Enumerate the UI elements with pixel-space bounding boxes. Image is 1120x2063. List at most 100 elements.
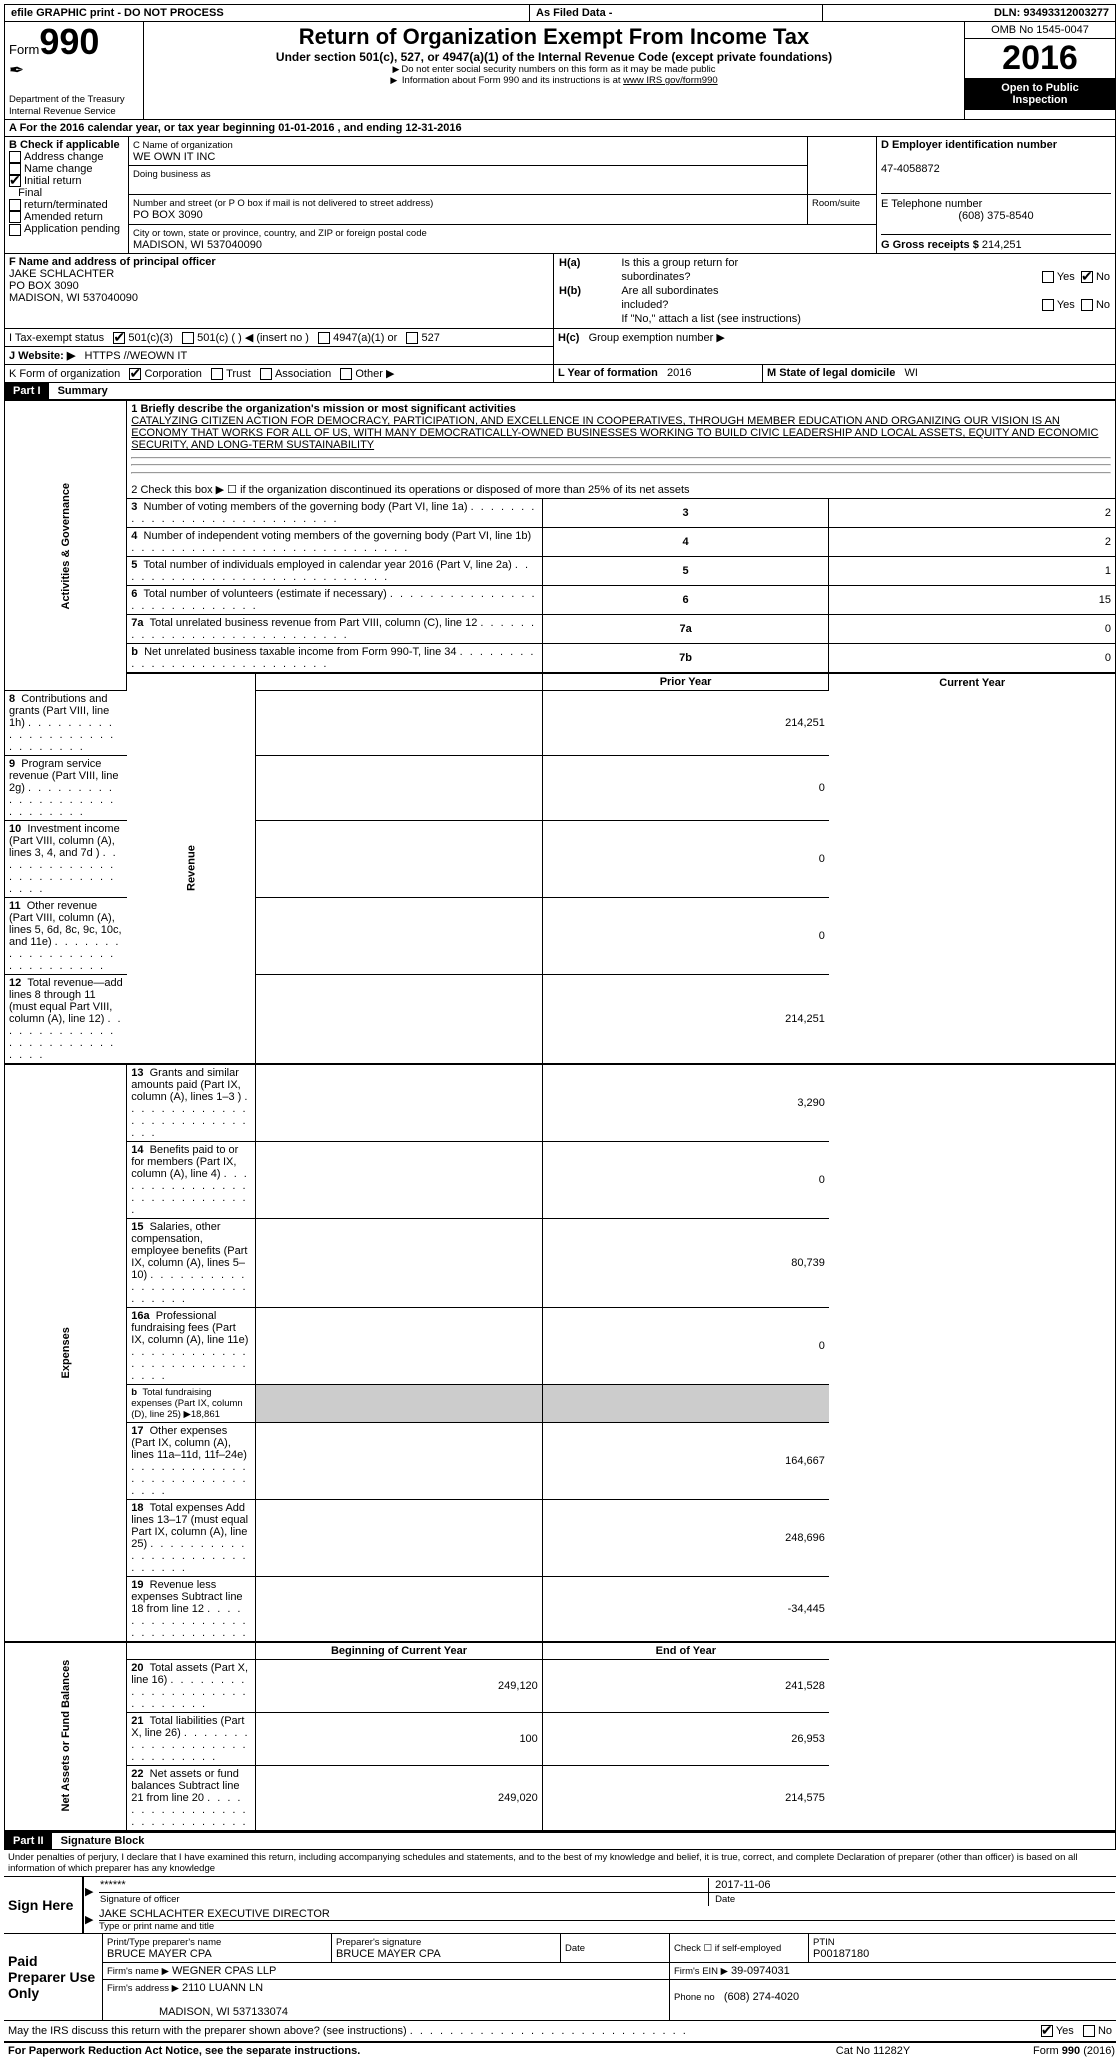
cb-4947[interactable]: 4947(a)(1) or <box>333 332 397 344</box>
hb-no[interactable]: No <box>1096 299 1110 311</box>
year-formation-label: L Year of formation <box>558 367 658 379</box>
status-website-block: I Tax-exempt status 501(c)(3) 501(c) ( )… <box>4 329 1116 365</box>
form-org-label: K Form of organization <box>9 368 120 380</box>
eoy-hdr: End of Year <box>542 1642 829 1660</box>
line1-text: CATALYZING CITIZEN ACTION FOR DEMOCRACY,… <box>131 415 1098 451</box>
domicile-label: M State of legal domicile <box>767 367 895 379</box>
cb-501c3[interactable]: 501(c)(3) <box>128 332 173 344</box>
form-number: 990 <box>39 21 99 62</box>
room-label: Room/suite <box>812 198 860 209</box>
city-value: MADISON, WI 537040090 <box>133 239 262 251</box>
cb-amended[interactable]: Amended return <box>24 211 103 223</box>
check-self-emp[interactable]: Check ☐ if self-employed <box>674 1943 781 1954</box>
part1-title: Summary <box>52 385 108 397</box>
ssn-note: Do not enter social security numbers on … <box>148 64 960 75</box>
phone-value: (608) 375-8540 <box>881 210 1111 222</box>
paid-preparer-block: Paid Preparer Use Only Print/Type prepar… <box>4 1934 1116 2021</box>
prior-year-hdr: Prior Year <box>542 673 829 691</box>
sig-date: 2017-11-06 <box>715 1879 770 1891</box>
website-value: HTTPS //WEOWN IT <box>85 350 188 362</box>
cb-name-change[interactable]: Name change <box>24 163 93 175</box>
ha-yes[interactable]: Yes <box>1057 271 1075 283</box>
discuss-text: May the IRS discuss this return with the… <box>8 2025 407 2037</box>
ptin-label: PTIN <box>813 1937 835 1948</box>
cb-other[interactable]: Other ▶ <box>355 368 394 380</box>
cb-assoc[interactable]: Association <box>275 368 331 380</box>
final-label: Final <box>18 187 42 199</box>
cb-initial-return[interactable]: Initial return <box>24 175 81 187</box>
dba-label: Doing business as <box>133 169 211 180</box>
gross-receipts-label: G Gross receipts $ <box>881 239 979 251</box>
officer-addr: PO BOX 3090 <box>9 280 79 292</box>
cb-trust[interactable]: Trust <box>226 368 251 380</box>
part2-hdr-label: Part II <box>5 1833 52 1849</box>
pra-notice: For Paperwork Reduction Act Notice, see … <box>8 2045 360 2057</box>
sign-here-label: Sign Here <box>4 1877 83 1934</box>
open-public: Open to PublicInspection <box>965 78 1115 110</box>
form-subtitle: Under section 501(c), 527, or 4947(a)(1)… <box>148 50 960 64</box>
firm-phone: (608) 274-4020 <box>724 1991 799 2003</box>
sidebar-governance: Activities & Governance <box>5 401 127 691</box>
street-label: Number and street (or P O box if mail is… <box>133 198 433 209</box>
klm-block: K Form of organization Corporation Trust… <box>4 365 1116 383</box>
section-a: A For the 2016 calendar year, or tax yea… <box>4 120 1116 137</box>
firm-city: MADISON, WI 537133074 <box>159 2006 288 2018</box>
discuss-row: May the IRS discuss this return with the… <box>4 2021 1116 2043</box>
ha-label: H(a) <box>559 257 580 269</box>
type-name-label: Type or print name and title <box>99 1921 1115 1932</box>
ha-no[interactable]: No <box>1096 271 1110 283</box>
ha-text2: subordinates? <box>620 270 928 284</box>
gross-receipts-value: 214,251 <box>982 239 1022 251</box>
sig-stars: ****** <box>100 1879 126 1891</box>
irs-label: Internal Revenue Service <box>9 106 116 117</box>
cb-return-term[interactable]: return/terminated <box>24 199 108 211</box>
year-formation-value: 2016 <box>667 367 691 379</box>
title-block: Form990 ✒ Department of the Treasury Int… <box>4 22 1116 120</box>
discuss-no[interactable]: No <box>1098 2025 1112 2037</box>
part2-header: Part II Signature Block <box>4 1831 1116 1850</box>
part1-header: Part I Summary <box>4 383 1116 401</box>
hb-yes[interactable]: Yes <box>1057 299 1075 311</box>
sidebar-net: Net Assets or Fund Balances <box>5 1642 127 1831</box>
cb-app-pending[interactable]: Application pending <box>24 223 120 235</box>
hb-text: Are all subordinates <box>620 284 928 298</box>
dln-cell: DLN: 93493312003277 <box>823 5 1116 22</box>
sidebar-expenses: Expenses <box>5 1064 127 1642</box>
ha-text: Is this a group return for <box>620 256 928 270</box>
cb-corp[interactable]: Corporation <box>144 368 201 380</box>
phone-label: E Telephone number <box>881 198 982 210</box>
website-label: J Website: ▶ <box>9 350 75 362</box>
firm-ein: 39-0974031 <box>731 1965 790 1977</box>
omb-number: OMB No 1545-0047 <box>965 22 1115 39</box>
part1-table: Activities & Governance 1 Briefly descri… <box>4 401 1116 1831</box>
efile-header: efile GRAPHIC print - DO NOT PROCESS As … <box>4 4 1116 22</box>
part2-title: Signature Block <box>55 1835 145 1847</box>
cb-501c[interactable]: 501(c) ( ) ◀ (insert no ) <box>197 332 309 344</box>
efile-label: efile GRAPHIC print - DO NOT PROCESS <box>5 5 530 22</box>
info-note: Information about Form 990 and its instr… <box>148 75 960 86</box>
firm-name-label: Firm's name ▶ <box>107 1966 169 1977</box>
prep-date-label: Date <box>565 1943 585 1954</box>
dept-treasury: Department of the Treasury <box>9 94 125 105</box>
bocy-hdr: Beginning of Current Year <box>256 1642 543 1660</box>
form-title: Return of Organization Exempt From Incom… <box>148 24 960 50</box>
cat-no: Cat No 11282Y <box>782 2043 964 2059</box>
discuss-yes[interactable]: Yes <box>1056 2025 1074 2037</box>
section-b-header: B Check if applicable <box>9 139 120 151</box>
date-label: Date <box>709 1892 1115 1906</box>
firm-addr-label: Firm's address ▶ <box>107 1983 179 1994</box>
current-year-hdr: Current Year <box>829 673 1116 691</box>
as-filed-label: As Filed Data - <box>530 5 823 22</box>
cb-addr-change[interactable]: Address change <box>24 151 104 163</box>
sign-here-block: Sign Here ▶ ****** 2017-11-06 Signature … <box>4 1877 1116 1934</box>
ptin-value: P00187180 <box>813 1948 869 1960</box>
firm-ein-label: Firm's EIN ▶ <box>674 1966 728 1977</box>
perjury-text: Under penalties of perjury, I declare th… <box>4 1850 1116 1877</box>
prep-sig-label: Preparer's signature <box>336 1937 421 1948</box>
hb-label: H(b) <box>559 285 581 297</box>
officer-name: JAKE SCHLACHTER <box>9 268 114 280</box>
cb-527[interactable]: 527 <box>421 332 439 344</box>
street-value: PO BOX 3090 <box>133 209 203 221</box>
firm-name: WEGNER CPAS LLP <box>172 1965 276 1977</box>
footer-row: For Paperwork Reduction Act Notice, see … <box>4 2043 1116 2059</box>
